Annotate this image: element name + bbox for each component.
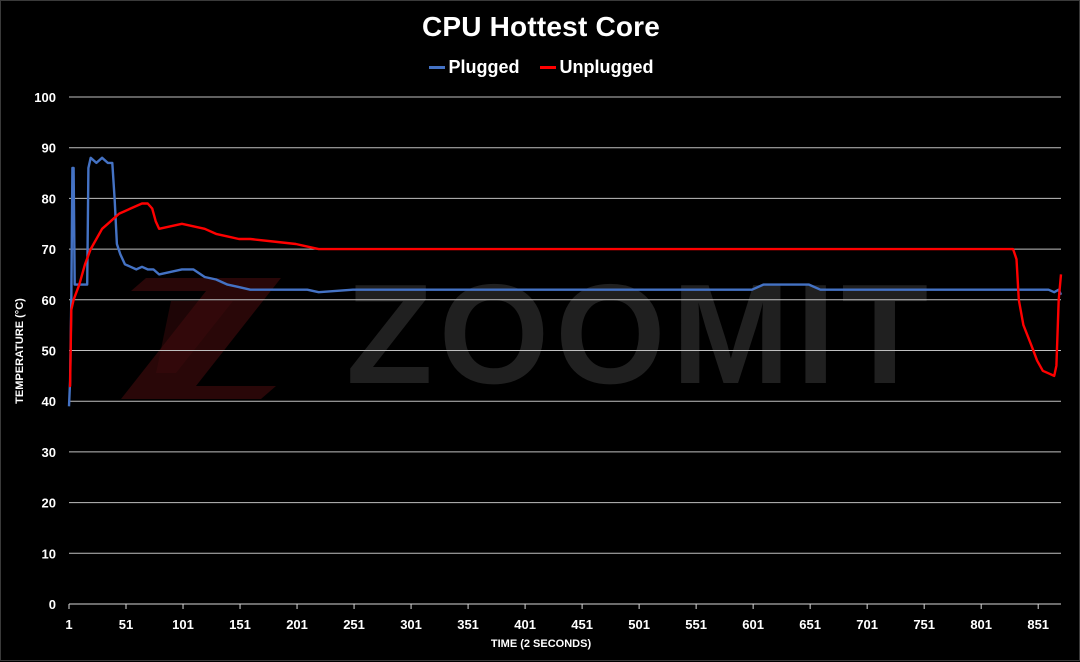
legend: Plugged Unplugged — [1, 57, 1080, 78]
y-tick-label: 80 — [42, 191, 56, 206]
x-tick-label: 851 — [1027, 617, 1049, 632]
x-tick-label: 1 — [65, 617, 72, 632]
x-tick-label: 801 — [970, 617, 992, 632]
x-tick-label: 751 — [913, 617, 935, 632]
x-tick-label: 251 — [343, 617, 365, 632]
x-tick-label: 501 — [628, 617, 650, 632]
x-tick-label: 551 — [685, 617, 707, 632]
legend-label-unplugged: Unplugged — [559, 57, 654, 77]
chart-title: CPU Hottest Core — [421, 11, 661, 42]
y-tick-label: 40 — [42, 394, 56, 409]
x-tick-label: 351 — [457, 617, 479, 632]
x-tick-label: 651 — [799, 617, 821, 632]
x-tick-label: 451 — [571, 617, 593, 632]
x-tick-label: 601 — [742, 617, 764, 632]
y-axis-label: TEMPERATURE (°C) — [14, 298, 26, 404]
x-tick-label: 701 — [856, 617, 878, 632]
y-tick-label: 60 — [42, 293, 56, 308]
x-axis-label: TIME (2 SECONDS) — [490, 638, 592, 650]
series-line-plugged — [67, 156, 1063, 407]
legend-label-plugged: Plugged — [448, 57, 520, 77]
legend-swatch-plugged — [428, 66, 445, 69]
x-tick-label: 51 — [119, 617, 133, 632]
series-line-unplugged — [68, 202, 1063, 388]
y-tick-label: 70 — [42, 242, 56, 257]
x-tick-label: 201 — [286, 617, 308, 632]
y-tick-label: 100 — [34, 90, 56, 105]
x-tick-label: 301 — [400, 617, 422, 632]
y-tick-label: 0 — [49, 597, 56, 612]
y-tick-label: 90 — [42, 141, 56, 156]
y-tick-label: 50 — [42, 344, 56, 359]
x-tick-label: 101 — [172, 617, 194, 632]
y-tick-label: 30 — [42, 445, 56, 460]
legend-item-plugged: Plugged — [428, 57, 520, 78]
legend-item-unplugged: Unplugged — [539, 57, 654, 78]
x-tick-label: 151 — [229, 617, 251, 632]
y-tick-label: 20 — [42, 496, 56, 511]
x-tick-label: 401 — [514, 617, 536, 632]
y-tick-label: 10 — [42, 546, 56, 561]
legend-swatch-unplugged — [539, 66, 556, 69]
